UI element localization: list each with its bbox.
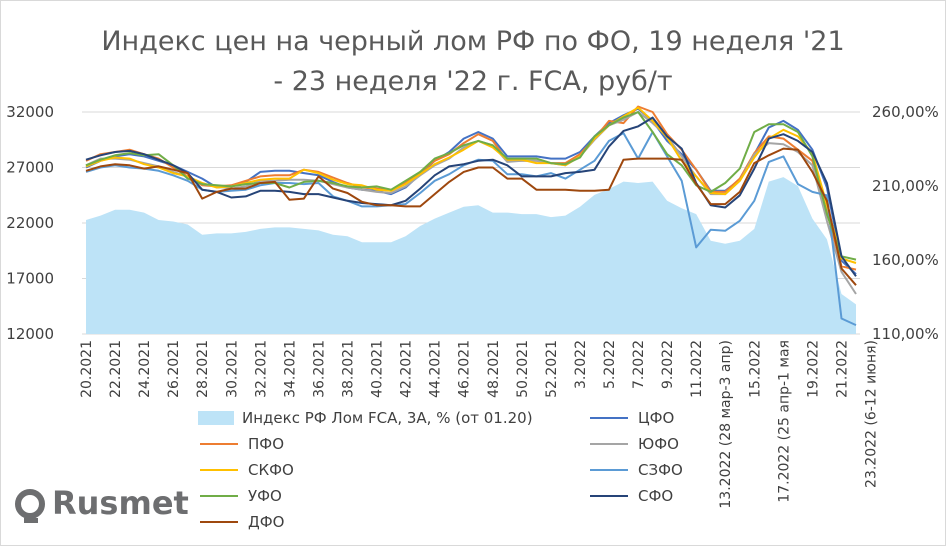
x-tick-label: 24.2021 bbox=[137, 340, 153, 398]
legend-swatch bbox=[200, 495, 238, 497]
legend-swatch bbox=[198, 411, 234, 425]
y2-tick-label: 160,00% bbox=[872, 251, 939, 269]
x-tick-label: 46.2021 bbox=[457, 340, 473, 398]
legend-label: ДФО bbox=[248, 513, 285, 531]
legend-swatch bbox=[590, 495, 628, 497]
x-tick-label: 19.2022 bbox=[805, 340, 821, 398]
legend-label: СКФО bbox=[248, 461, 294, 479]
legend-label: УФО bbox=[248, 487, 282, 505]
x-tick-label: 20.2021 bbox=[79, 340, 95, 398]
legend-swatch bbox=[200, 521, 238, 523]
legend-label: ЦФО bbox=[638, 409, 675, 427]
y-tick-label: 32000 bbox=[6, 103, 54, 121]
x-tick-label: 38.2021 bbox=[341, 340, 357, 398]
x-tick-label: 15.2022 bbox=[747, 340, 763, 398]
x-tick-label: 23.2022 (6-12 июня) bbox=[864, 340, 880, 488]
x-tick-label: 32.2021 bbox=[253, 340, 269, 398]
x-tick-label: 13.2022 (28 мар-3 апр) bbox=[718, 340, 734, 509]
series-line-6 bbox=[85, 111, 857, 261]
x-tick-label: 28.2021 bbox=[195, 340, 211, 398]
series-line-7 bbox=[85, 116, 857, 277]
x-tick-label: 5.2022 bbox=[602, 340, 618, 389]
legend-label: ЮФО bbox=[638, 435, 679, 453]
legend-label: Индекс РФ Лом FCA, 3А, % (от 01.20) bbox=[242, 409, 533, 427]
legend-label: ПФО bbox=[248, 435, 284, 453]
x-tick-label: 50.2021 bbox=[515, 340, 531, 398]
y-tick-label: 22000 bbox=[6, 214, 54, 232]
x-tick-label: 30.2021 bbox=[224, 340, 240, 398]
legend-label: СФО bbox=[638, 487, 674, 505]
y-tick-label: 12000 bbox=[6, 325, 54, 343]
legend-swatch bbox=[200, 443, 238, 445]
x-tick-label: 34.2021 bbox=[282, 340, 298, 398]
y2-tick-label: 210,00% bbox=[872, 177, 939, 195]
series-line-4 bbox=[85, 106, 857, 264]
x-tick-label: 48.2021 bbox=[486, 340, 502, 398]
x-tick-label: 9.2022 bbox=[660, 340, 676, 389]
brand-logo-text: Rusmet bbox=[52, 484, 189, 522]
x-tick-label: 11.2022 bbox=[689, 340, 705, 398]
x-tick-label: 22.2021 bbox=[108, 340, 124, 398]
x-tick-label: 26.2021 bbox=[166, 340, 182, 398]
rusmet-logo-icon bbox=[15, 489, 45, 523]
chart-title-line2: - 23 неделя '22 г. FCA, руб/т bbox=[273, 66, 673, 97]
y-tick-label: 17000 bbox=[6, 270, 54, 288]
x-tick-label: 40.2021 bbox=[370, 340, 386, 398]
series-line-8 bbox=[85, 147, 857, 286]
x-tick-label: 7.2022 bbox=[631, 340, 647, 389]
x-tick-label: 36.2021 bbox=[311, 340, 327, 398]
legend-swatch bbox=[590, 417, 628, 419]
x-tick-label: 21.2022 bbox=[834, 340, 850, 398]
x-tick-label: 52.2021 bbox=[544, 340, 560, 398]
y2-tick-label: 110,00% bbox=[872, 325, 939, 343]
chart-title: Индекс цен на черный лом РФ по ФО, 19 не… bbox=[0, 22, 946, 102]
x-tick-label: 3.2022 bbox=[573, 340, 589, 389]
chart-title-line1: Индекс цен на черный лом РФ по ФО, 19 не… bbox=[101, 26, 845, 57]
y-tick-label: 27000 bbox=[6, 159, 54, 177]
x-tick-label: 17.2022 (25 апр-1 мая bbox=[776, 340, 792, 503]
legend-swatch bbox=[590, 443, 628, 445]
legend-label: СЗФО bbox=[638, 461, 683, 479]
x-tick-label: 42.2021 bbox=[399, 340, 415, 398]
x-tick-label: 44.2021 bbox=[428, 340, 444, 398]
y2-tick-label: 260,00% bbox=[872, 103, 939, 121]
series-area-index bbox=[86, 177, 856, 334]
legend-swatch bbox=[200, 469, 238, 471]
legend-swatch bbox=[590, 469, 628, 471]
